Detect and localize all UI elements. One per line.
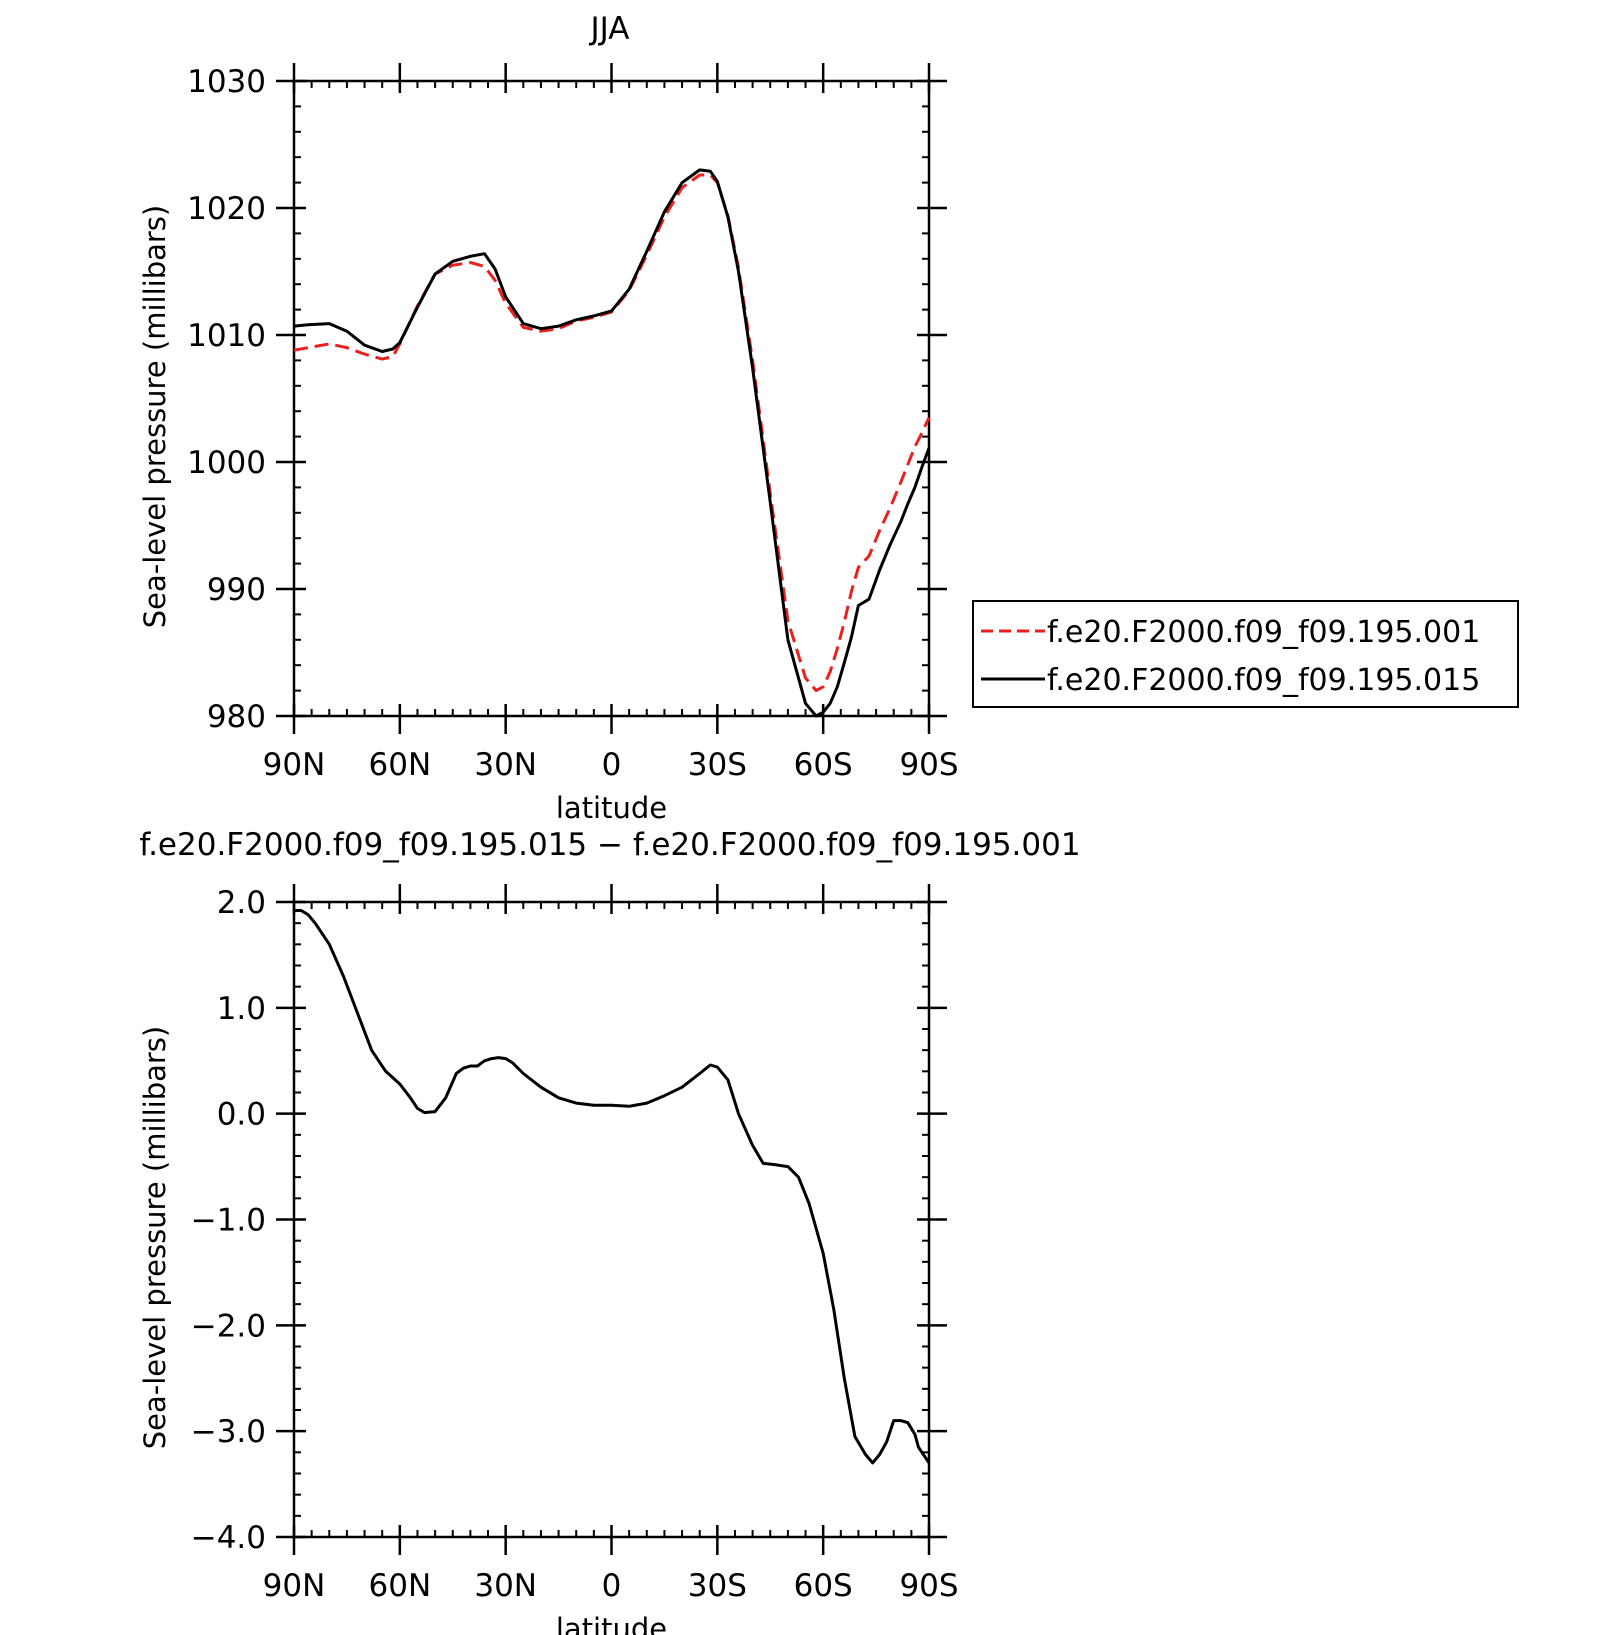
bottom-x-tick-label: 30N (474, 1568, 537, 1604)
bottom-y-axis-label: Sea-level pressure (millibars) (138, 1026, 172, 1449)
top-series-line-1 (293, 173, 931, 693)
bottom-y-tick-label: −4.0 (191, 1520, 266, 1556)
top-y-tick-label: 990 (207, 572, 266, 608)
legend-label-2: f.e20.F2000.f09_f09.195.015 (1047, 663, 1480, 698)
bottom-y-tick-label: −1.0 (191, 1203, 266, 1239)
bottom-y-tick-label: −3.0 (191, 1414, 266, 1450)
top-x-axis-label: latitude (556, 791, 667, 825)
bottom-y-tick-label: 0.0 (217, 1097, 266, 1133)
top-x-tick-label: 60S (794, 747, 853, 783)
top-x-tick-label: 90S (899, 747, 958, 783)
bottom-y-tick-label: 1.0 (217, 991, 266, 1027)
bottom-x-tick-label: 90S (899, 1568, 958, 1604)
legend-box (972, 600, 1519, 708)
top-x-tick-label: 30S (688, 747, 747, 783)
top-y-tick-label: 1020 (187, 191, 266, 227)
top-x-tick-label: 0 (602, 747, 622, 783)
bottom-y-tick-label: −2.0 (191, 1308, 266, 1344)
bottom-x-tick-label: 60N (369, 1568, 432, 1604)
bottom-x-tick-label: 0 (602, 1568, 622, 1604)
top-y-tick-label: 980 (207, 699, 266, 735)
bottom-x-tick-label: 90N (263, 1568, 326, 1604)
top-y-tick-label: 1030 (187, 64, 266, 100)
legend-label-1: f.e20.F2000.f09_f09.195.001 (1047, 615, 1480, 650)
bottom-x-tick-label: 60S (794, 1568, 853, 1604)
top-y-tick-label: 1010 (187, 318, 266, 354)
top-y-tick-label: 1000 (187, 445, 266, 481)
top-series-line-2 (293, 168, 931, 718)
top-x-tick-label: 60N (369, 747, 432, 783)
bottom-series-line-1 (294, 909, 931, 1465)
bottom-y-tick-label: 2.0 (217, 885, 266, 921)
top-y-axis-label: Sea-level pressure (millibars) (138, 205, 172, 628)
top-x-tick-label: 30N (474, 747, 537, 783)
bottom-x-tick-label: 30S (688, 1568, 747, 1604)
top-x-tick-label: 90N (263, 747, 326, 783)
bottom-plot-frame (292, 900, 931, 1539)
top-plot-frame (292, 79, 931, 718)
bottom-chart-title: f.e20.F2000.f09_f09.195.015 − f.e20.F200… (139, 827, 1080, 863)
top-chart-title: JJA (589, 11, 630, 47)
bottom-x-axis-label: latitude (556, 1612, 667, 1635)
